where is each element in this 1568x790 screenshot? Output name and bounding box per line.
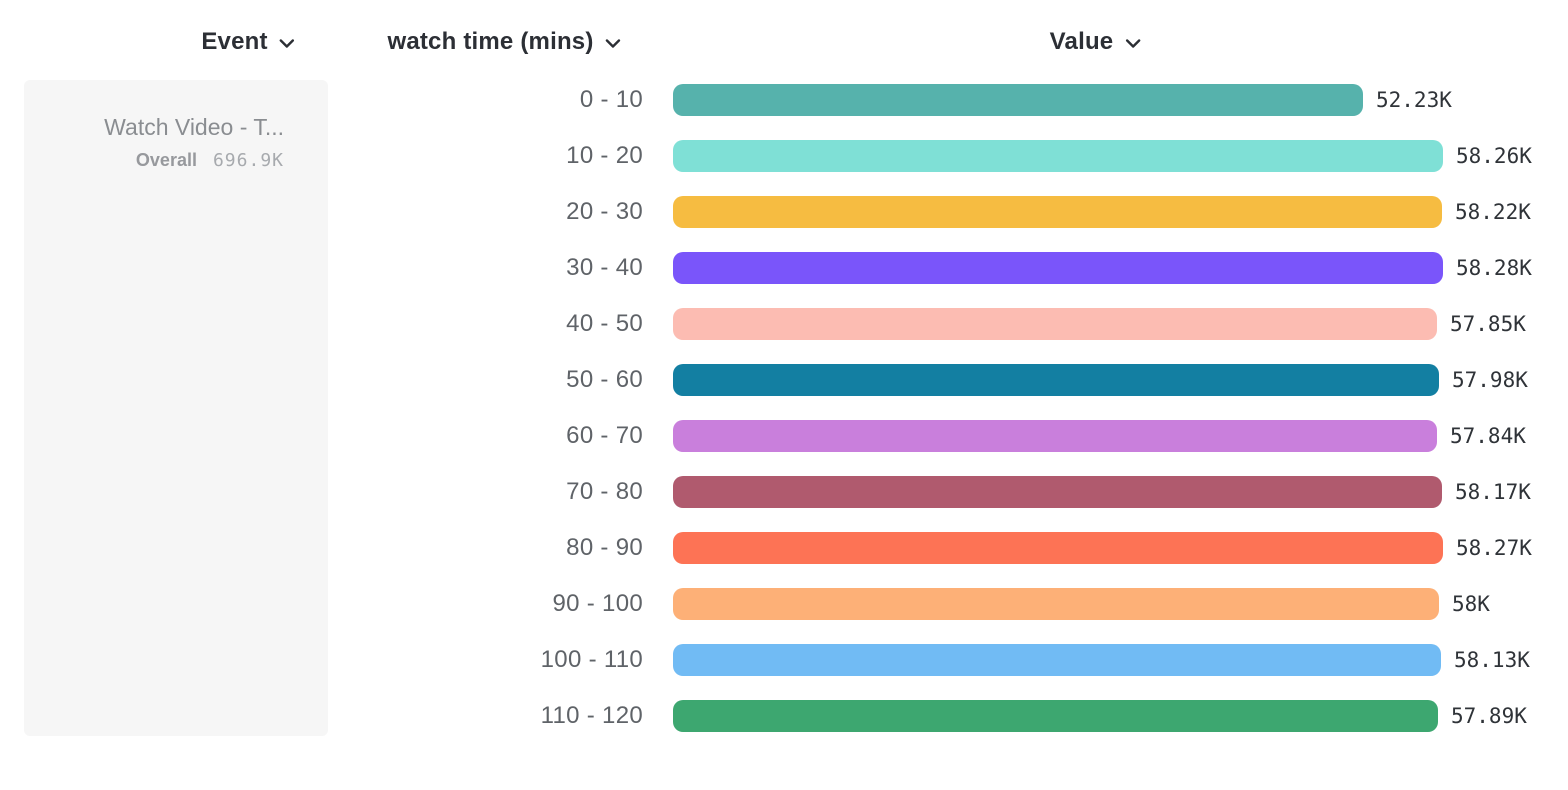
bar-segment[interactable]: [673, 196, 1442, 228]
bar-value-label: 58.22K: [1455, 200, 1531, 224]
category-label: 60 - 70: [566, 422, 643, 449]
bar-value-label: 57.98K: [1452, 368, 1528, 392]
overall-label: Overall: [135, 150, 197, 170]
chart-row: 50 - 60 57.98K: [0, 352, 1568, 408]
chevron-down-icon: [605, 36, 621, 49]
bar-value-label: 57.89K: [1451, 704, 1527, 728]
bar-segment[interactable]: [673, 364, 1439, 396]
chart-row: 80 - 90 58.27K: [0, 520, 1568, 576]
bar-value-label: 58.17K: [1455, 480, 1531, 504]
bar-segment[interactable]: [673, 84, 1363, 116]
breakdown-header-label: watch time (mins): [387, 28, 594, 55]
category-label: 80 - 90: [566, 534, 643, 561]
column-header-value[interactable]: Value: [1050, 26, 1141, 58]
category-label: 50 - 60: [566, 366, 643, 393]
bar-segment[interactable]: [673, 532, 1443, 564]
bar-value-label: 57.85K: [1450, 312, 1526, 336]
bar-segment[interactable]: [673, 140, 1443, 172]
bar-segment[interactable]: [673, 644, 1441, 676]
category-label: 70 - 80: [566, 478, 643, 505]
category-label: 110 - 120: [540, 702, 643, 729]
category-label: 20 - 30: [566, 198, 643, 225]
event-card[interactable]: Watch Video - T... Overall 696.9K: [24, 80, 328, 736]
event-header-label: Event: [201, 28, 268, 55]
bar-segment[interactable]: [673, 420, 1437, 452]
chart-row: 90 - 100 58K: [0, 576, 1568, 632]
bar-value-label: 58.26K: [1456, 144, 1532, 168]
chart-row: 40 - 50 57.85K: [0, 296, 1568, 352]
bar-segment[interactable]: [673, 700, 1438, 732]
bar-value-label: 58K: [1452, 592, 1490, 616]
chart-row: 30 - 40 58.28K: [0, 240, 1568, 296]
bar-segment[interactable]: [673, 252, 1443, 284]
column-header-breakdown[interactable]: watch time (mins): [387, 26, 621, 58]
category-label: 40 - 50: [566, 310, 643, 337]
bar-segment[interactable]: [673, 588, 1439, 620]
bar-value-label: 57.84K: [1450, 424, 1526, 448]
bar-value-label: 58.28K: [1456, 256, 1532, 280]
column-header-event[interactable]: Event: [201, 26, 295, 58]
category-label: 10 - 20: [566, 142, 643, 169]
category-label: 0 - 10: [579, 86, 643, 113]
category-label: 100 - 110: [540, 646, 643, 673]
chevron-down-icon: [1125, 36, 1141, 49]
bar-segment[interactable]: [673, 476, 1442, 508]
bar-value-label: 52.23K: [1376, 88, 1452, 112]
overall-value: 696.9K: [212, 150, 284, 171]
bar-value-label: 58.27K: [1456, 536, 1532, 560]
chart-row: 110 - 120 57.89K: [0, 688, 1568, 744]
chart-row: 60 - 70 57.84K: [0, 408, 1568, 464]
chevron-down-icon: [279, 36, 295, 49]
value-header-label: Value: [1049, 28, 1114, 55]
category-label: 90 - 100: [552, 590, 643, 617]
chart-row: 70 - 80 58.17K: [0, 464, 1568, 520]
chart-row: 20 - 30 58.22K: [0, 184, 1568, 240]
bar-segment[interactable]: [673, 308, 1437, 340]
chart-row: 100 - 110 58.13K: [0, 632, 1568, 688]
category-label: 30 - 40: [566, 254, 643, 281]
bar-value-label: 58.13K: [1454, 648, 1530, 672]
chart-row: 0 - 10 52.23K: [0, 72, 1568, 128]
event-overall-row: Overall 696.9K: [40, 150, 284, 171]
chart-row: 10 - 20 58.26K: [0, 128, 1568, 184]
